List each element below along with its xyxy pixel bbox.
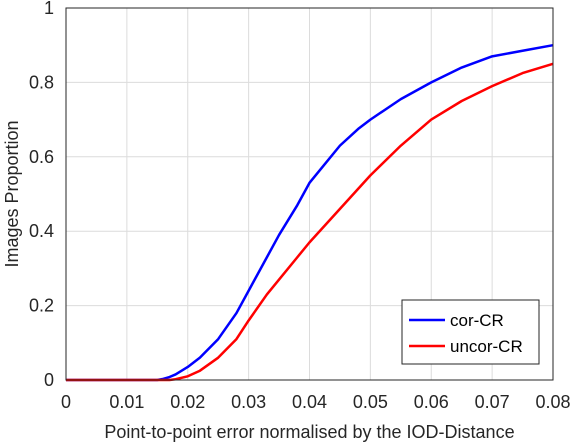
x-tick-label: 0.04 bbox=[292, 392, 327, 412]
x-tick-label: 0 bbox=[61, 392, 71, 412]
legend-label-cor-cr: cor-CR bbox=[450, 311, 504, 330]
y-tick-label: 1 bbox=[44, 0, 54, 18]
x-tick-label: 0.06 bbox=[414, 392, 449, 412]
series-lines bbox=[66, 43, 554, 382]
legend: cor-CR uncor-CR bbox=[401, 299, 540, 365]
plot-frame bbox=[65, 7, 554, 381]
y-tick-label: 0 bbox=[44, 370, 54, 390]
x-tick-label: 0.03 bbox=[231, 392, 266, 412]
y-tick-label: 0.4 bbox=[29, 221, 54, 241]
x-tick-label: 0.05 bbox=[353, 392, 388, 412]
x-axis-label: Point-to-point error normalised by the I… bbox=[104, 422, 514, 442]
x-tick-label: 0.08 bbox=[535, 392, 570, 412]
y-axis-label: Images Proportion bbox=[2, 120, 22, 267]
y-tick-label: 0.2 bbox=[29, 296, 54, 316]
x-tick-label: 0.01 bbox=[109, 392, 144, 412]
legend-box bbox=[401, 299, 540, 365]
series-line-uncor-cr bbox=[66, 62, 554, 382]
legend-label-uncor-cr: uncor-CR bbox=[450, 337, 523, 356]
x-tick-label: 0.02 bbox=[170, 392, 205, 412]
y-tick-label: 0.8 bbox=[29, 72, 54, 92]
y-tick-label: 0.6 bbox=[29, 147, 54, 167]
tick-labels: 0 0.01 0.02 0.03 0.04 0.05 0.06 0.07 0.08 0 0.2 0.4… bbox=[29, 0, 571, 412]
series-line-cor-cr bbox=[66, 43, 554, 382]
x-tick-label: 0.07 bbox=[475, 392, 510, 412]
